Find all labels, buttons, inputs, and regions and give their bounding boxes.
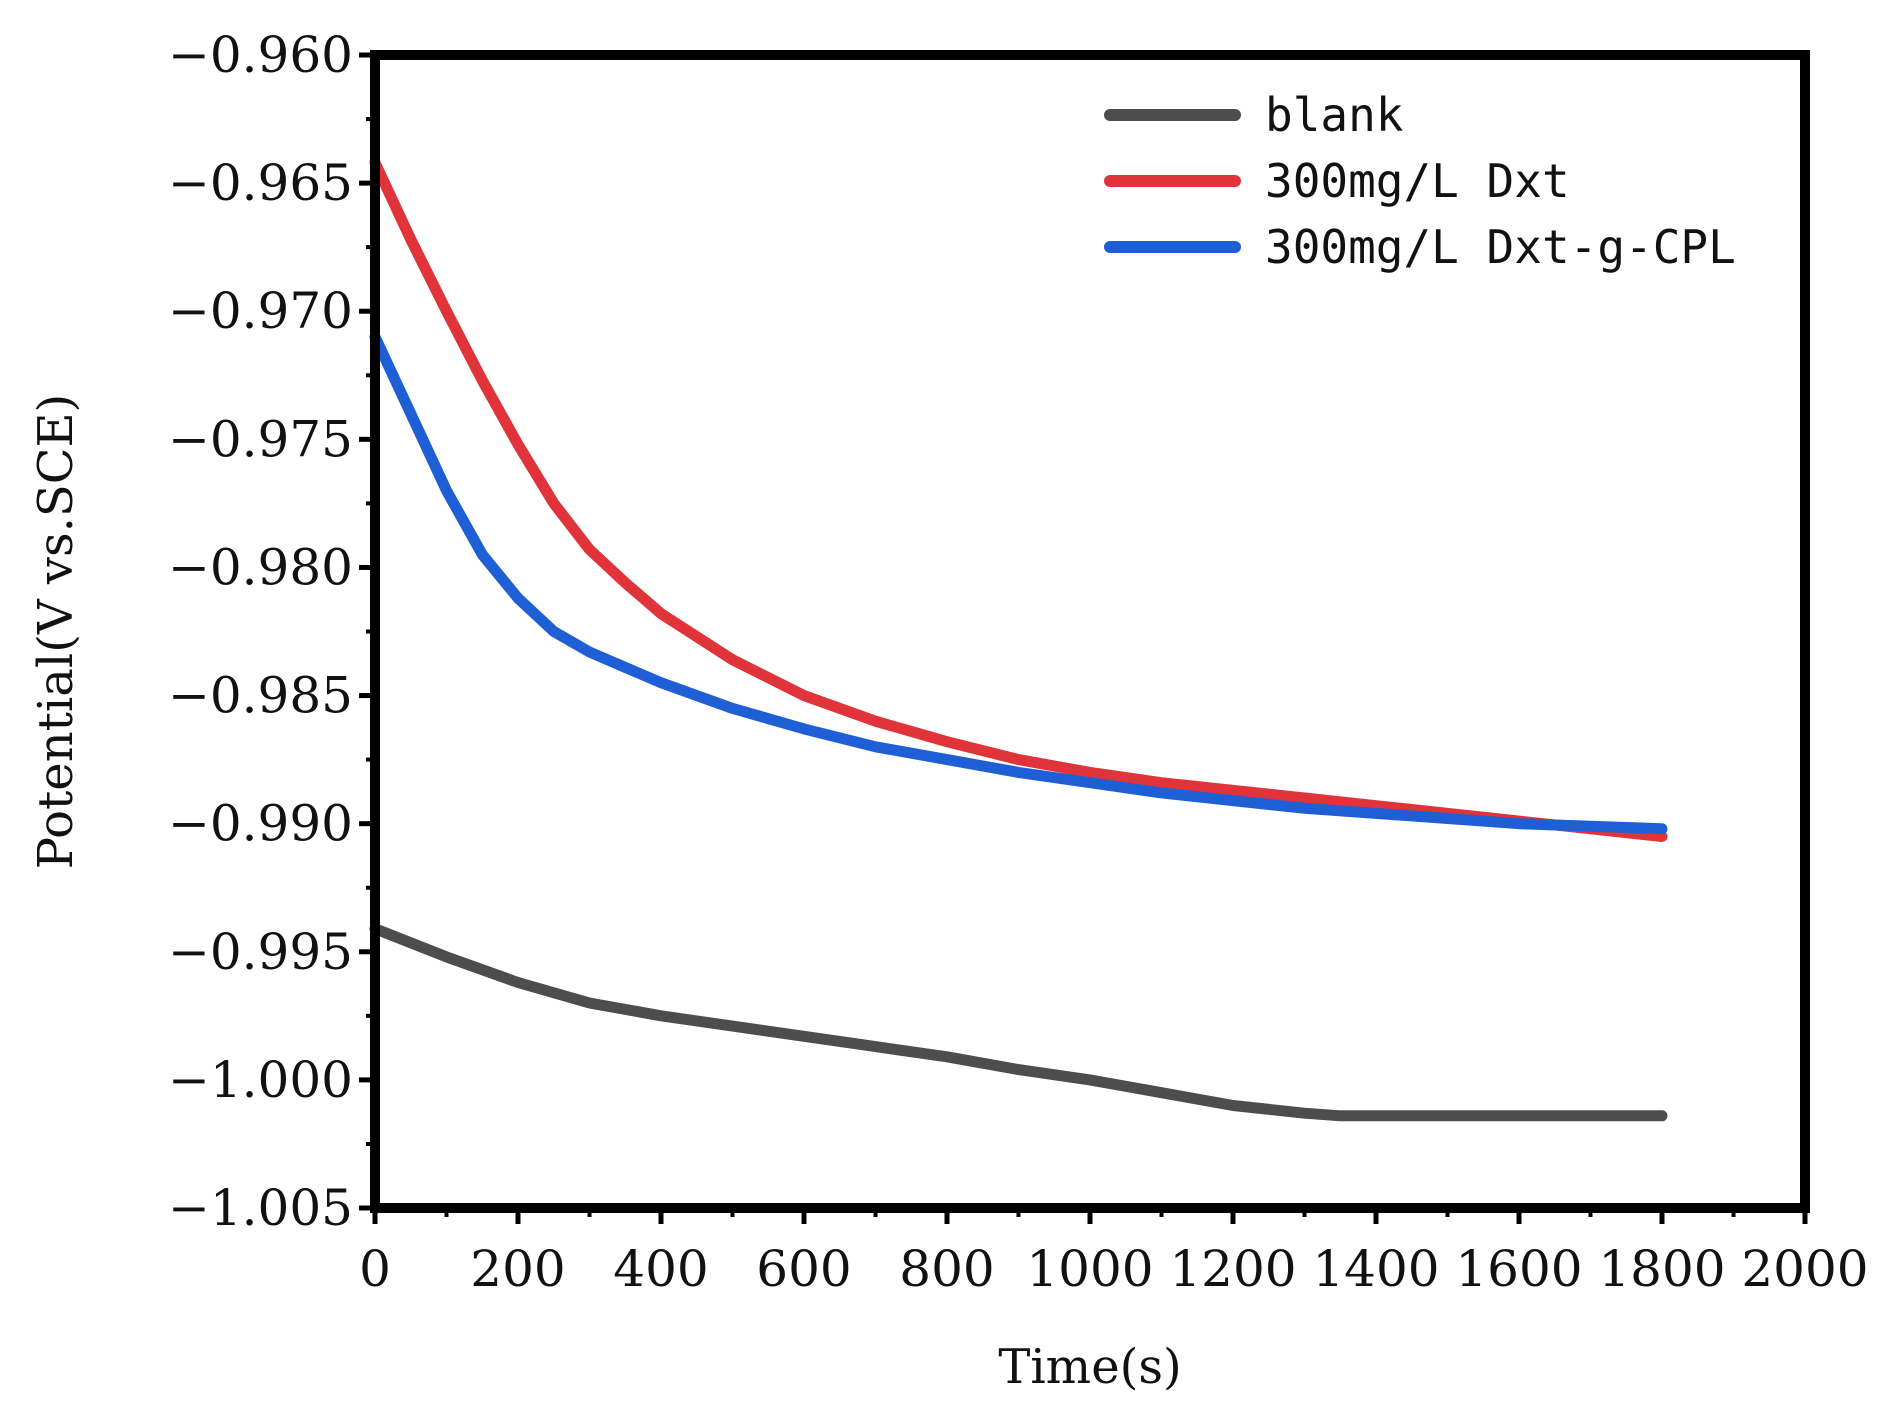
y-tick-label: −0.980 [168, 538, 353, 596]
y-tick-label: −1.005 [168, 1179, 353, 1237]
legend-label: 300mg/L Dxt [1265, 154, 1570, 208]
legend: blank 300mg/L Dxt 300mg/L Dxt-g-CPL [1104, 88, 1736, 274]
y-axis-title: Potential(V vs.SCE) [28, 394, 84, 870]
x-tick-label: 1400 [1312, 1240, 1439, 1298]
series-line [369, 923, 1668, 1122]
x-tick-label: 200 [470, 1240, 565, 1298]
y-tick-label: −0.995 [168, 923, 353, 981]
x-tick-label: 0 [359, 1240, 391, 1298]
series-line [369, 331, 1668, 835]
series-layer [369, 157, 1668, 1122]
x-axis-title: Time(s) [998, 1339, 1181, 1395]
x-tick-label: 1600 [1455, 1240, 1582, 1298]
tick-label-layer: 0 200 400 600 800 1000 1200 1400 1600 1800 2000 −0.… [168, 26, 1869, 1298]
x-tick-label: 2000 [1741, 1240, 1868, 1298]
y-tick-label: −0.970 [168, 282, 353, 340]
x-tick-label: 600 [756, 1240, 851, 1298]
y-tick-label: −0.960 [168, 26, 353, 84]
x-tick-label: 1200 [1169, 1240, 1296, 1298]
y-tick-label: −0.975 [168, 410, 353, 468]
x-tick-label: 1800 [1598, 1240, 1725, 1298]
y-tick-label: −0.965 [168, 154, 353, 212]
x-tick-label: 400 [613, 1240, 708, 1298]
y-tick-label: −1.000 [168, 1051, 353, 1109]
legend-label: blank [1265, 88, 1403, 142]
series-line [369, 157, 1668, 842]
y-tick-label: −0.990 [168, 795, 353, 853]
x-tick-label: 800 [899, 1240, 994, 1298]
tick-layer [359, 52, 1808, 1224]
y-tick-label: −0.985 [168, 667, 353, 725]
legend-label: 300mg/L Dxt-g-CPL [1265, 220, 1736, 274]
x-tick-label: 1000 [1026, 1240, 1153, 1298]
